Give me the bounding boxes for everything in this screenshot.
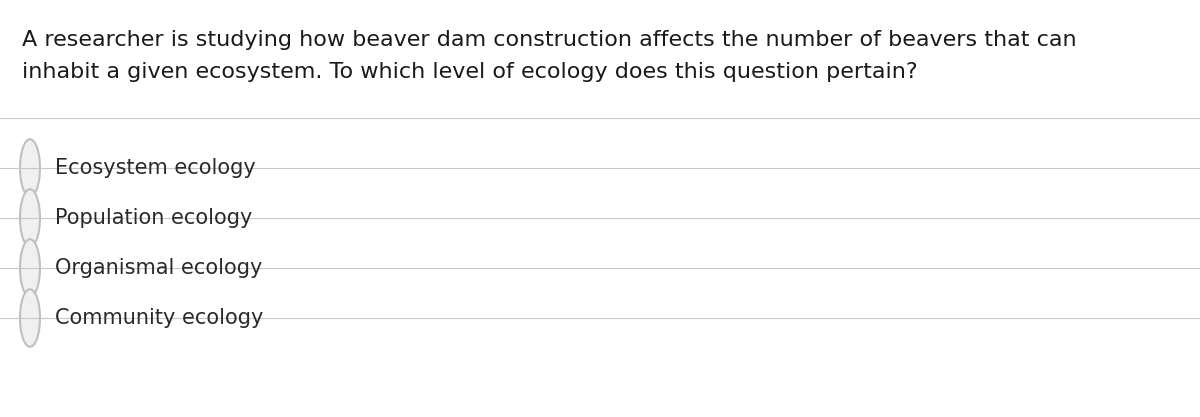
Text: Organismal ecology: Organismal ecology bbox=[55, 258, 263, 278]
Text: Community ecology: Community ecology bbox=[55, 308, 263, 328]
Ellipse shape bbox=[20, 139, 40, 197]
Text: Ecosystem ecology: Ecosystem ecology bbox=[55, 158, 256, 178]
Ellipse shape bbox=[20, 189, 40, 247]
Text: A researcher is studying how beaver dam construction affects the number of beave: A researcher is studying how beaver dam … bbox=[22, 30, 1076, 50]
Text: Population ecology: Population ecology bbox=[55, 208, 252, 228]
Ellipse shape bbox=[20, 239, 40, 297]
Text: inhabit a given ecosystem. To which level of ecology does this question pertain?: inhabit a given ecosystem. To which leve… bbox=[22, 62, 918, 82]
Ellipse shape bbox=[20, 289, 40, 347]
